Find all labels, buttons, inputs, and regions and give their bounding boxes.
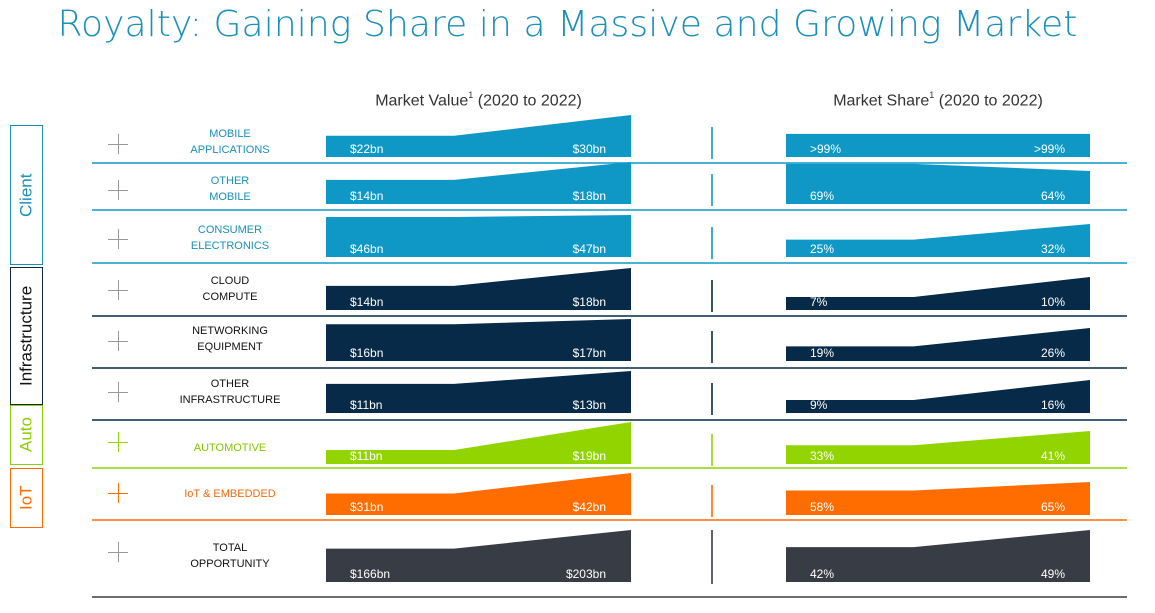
market-value-label-2020-6: $11bn	[350, 449, 382, 463]
market-share-period: (2020 to 2022)	[938, 92, 1043, 110]
market-share-area-6	[786, 431, 1090, 464]
market-share-label-2020-4: 19%	[810, 346, 834, 360]
market-share-header: Market Share1 (2020 to 2022)	[786, 90, 1090, 110]
market-share-area-2	[786, 224, 1090, 257]
market-share-label-2022-7: 65%	[1041, 500, 1065, 514]
row-label-line1: OTHER	[210, 175, 250, 187]
row-label-line1: CONSUMER	[197, 224, 263, 236]
market-share-area-0	[786, 133, 1090, 157]
row-label-line1: AUTOMOTIVE	[193, 442, 267, 454]
row-label-line2: APPLICATIONS	[190, 144, 270, 156]
row-label: AUTOMOTIVE	[160, 440, 300, 456]
row-label-line1: OTHER	[210, 378, 250, 390]
market-share-label-2022-6: 41%	[1041, 449, 1065, 463]
row-label-line1: TOTAL	[212, 542, 248, 554]
row-label-line2: INFRASTRUCTURE	[179, 394, 281, 406]
row-label-line1: CLOUD	[210, 275, 250, 287]
row-label: OTHER INFRASTRUCTURE	[160, 376, 300, 408]
row-label-line2: MOBILE	[209, 191, 251, 203]
expand-plus-icon[interactable]	[108, 180, 128, 200]
expand-plus-icon[interactable]	[108, 432, 128, 452]
market-value-header-text: Market Value	[375, 92, 469, 110]
row-label-line2: OPPORTUNITY	[190, 558, 270, 570]
market-share-area-4	[786, 328, 1090, 361]
market-share-label-2022-0: >99%	[1034, 142, 1065, 156]
market-value-label-2022-2: $47bn	[573, 242, 606, 256]
market-share-label-2020-6: 33%	[810, 449, 834, 463]
market-value-label-2020-1: $14bn	[350, 189, 383, 203]
market-share-label-2022-4: 26%	[1041, 346, 1065, 360]
row-label: OTHER MOBILE	[160, 173, 300, 205]
expand-plus-icon[interactable]	[108, 331, 128, 351]
market-share-label-2020-1: 69%	[810, 189, 834, 203]
market-value-area-6	[326, 422, 631, 464]
expand-plus-icon[interactable]	[108, 134, 128, 154]
row-label-line1: MOBILE	[209, 128, 251, 140]
market-value-area-2	[326, 215, 631, 257]
market-value-area-3	[326, 268, 631, 310]
row-label: CLOUD COMPUTE	[160, 273, 300, 305]
slide-title: Royalty: Gaining Share in a Massive and …	[57, 4, 1078, 45]
market-share-area-7	[786, 482, 1090, 515]
market-share-area-5	[786, 380, 1090, 413]
market-share-label-2020-3: 7%	[810, 295, 828, 309]
row-label-line2: ELECTRONICS	[190, 240, 270, 252]
market-value-label-2022-8: $203bn	[566, 567, 606, 581]
market-value-period: (2020 to 2022)	[477, 92, 582, 110]
market-value-area-0	[326, 115, 631, 157]
market-share-header-text: Market Share	[833, 92, 930, 110]
expand-plus-icon[interactable]	[108, 483, 128, 503]
market-share-label-2020-5: 9%	[810, 398, 828, 412]
market-value-header: Market Value1 (2020 to 2022)	[326, 90, 631, 110]
market-value-area-1	[326, 162, 631, 204]
market-value-label-2022-0: $30bn	[573, 142, 606, 156]
expand-plus-icon[interactable]	[108, 382, 128, 402]
market-share-label-2020-2: 25%	[810, 242, 834, 256]
row-label-line1: NETWORKING	[192, 325, 268, 337]
market-value-label-2022-3: $18bn	[573, 295, 606, 309]
market-value-label-2022-7: $42bn	[573, 500, 606, 514]
market-value-area-5	[326, 371, 631, 413]
market-share-label-2022-1: 64%	[1041, 189, 1065, 203]
market-value-area-7	[326, 473, 631, 515]
market-share-label-2022-8: 49%	[1041, 567, 1065, 581]
market-value-label-2020-8: $166bn	[350, 567, 390, 581]
expand-plus-icon[interactable]	[108, 542, 128, 562]
market-value-label-2020-4: $16bn	[350, 346, 383, 360]
market-value-label-2022-4: $17bn	[573, 346, 606, 360]
row-label: CONSUMER ELECTRONICS	[160, 222, 300, 254]
market-share-area-3	[786, 277, 1090, 310]
market-share-label-2020-0: >99%	[810, 142, 841, 156]
market-share-label-2020-7: 58%	[810, 500, 834, 514]
market-share-label-2020-8: 42%	[810, 567, 834, 581]
row-label: NETWORKING EQUIPMENT	[160, 323, 300, 355]
market-value-label-2020-5: $11bn	[350, 398, 382, 412]
market-share-label-2022-2: 32%	[1041, 242, 1065, 256]
market-value-footnote-mark: 1	[468, 90, 474, 100]
market-value-area-4	[326, 319, 631, 361]
row-label-line2: COMPUTE	[202, 291, 258, 303]
row-label-line2: EQUIPMENT	[197, 341, 263, 353]
market-value-label-2022-6: $19bn	[573, 449, 606, 463]
market-share-area-1	[786, 163, 1090, 204]
row-label: MOBILE APPLICATIONS	[160, 126, 300, 158]
row-label-line1: IoT & EMBEDDED	[184, 488, 276, 500]
market-value-label-2022-5: $13bn	[573, 398, 606, 412]
market-share-label-2022-5: 16%	[1041, 398, 1065, 412]
market-share-area-8	[786, 530, 1090, 582]
market-share-label-2022-3: 10%	[1041, 295, 1065, 309]
row-label: TOTAL OPPORTUNITY	[160, 540, 300, 572]
expand-plus-icon[interactable]	[108, 280, 128, 300]
market-value-label-2020-3: $14bn	[350, 295, 383, 309]
expand-plus-icon[interactable]	[108, 229, 128, 249]
market-value-label-2020-0: $22bn	[350, 142, 383, 156]
market-value-label-2022-1: $18bn	[573, 189, 606, 203]
market-value-label-2020-2: $46bn	[350, 242, 383, 256]
row-label: IoT & EMBEDDED	[160, 486, 300, 502]
market-value-label-2020-7: $31bn	[350, 500, 383, 514]
market-value-area-8	[326, 530, 631, 582]
market-share-footnote-mark: 1	[929, 90, 935, 100]
